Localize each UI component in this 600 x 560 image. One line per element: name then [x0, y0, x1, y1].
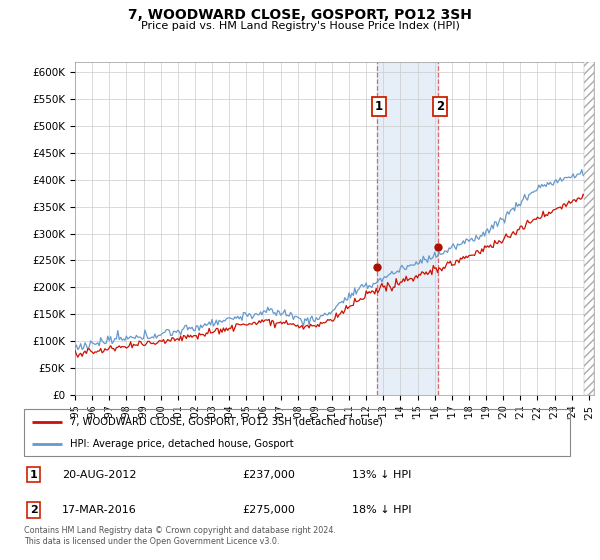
Text: 2: 2 — [30, 505, 38, 515]
Text: 1: 1 — [30, 470, 38, 480]
Text: £275,000: £275,000 — [242, 505, 295, 515]
Text: 7, WOODWARD CLOSE, GOSPORT, PO12 3SH: 7, WOODWARD CLOSE, GOSPORT, PO12 3SH — [128, 8, 472, 22]
Text: 1: 1 — [374, 100, 383, 113]
Text: 17-MAR-2016: 17-MAR-2016 — [62, 505, 137, 515]
Text: 20-AUG-2012: 20-AUG-2012 — [62, 470, 137, 480]
Text: 13% ↓ HPI: 13% ↓ HPI — [352, 470, 411, 480]
Bar — [377, 62, 439, 395]
Text: HPI: Average price, detached house, Gosport: HPI: Average price, detached house, Gosp… — [70, 438, 294, 449]
Text: Contains HM Land Registry data © Crown copyright and database right 2024.
This d: Contains HM Land Registry data © Crown c… — [24, 526, 336, 546]
Text: 2: 2 — [436, 100, 444, 113]
Text: Price paid vs. HM Land Registry's House Price Index (HPI): Price paid vs. HM Land Registry's House … — [140, 21, 460, 31]
Text: £237,000: £237,000 — [242, 470, 295, 480]
Text: 7, WOODWARD CLOSE, GOSPORT, PO12 3SH (detached house): 7, WOODWARD CLOSE, GOSPORT, PO12 3SH (de… — [70, 417, 383, 427]
Text: 18% ↓ HPI: 18% ↓ HPI — [352, 505, 411, 515]
